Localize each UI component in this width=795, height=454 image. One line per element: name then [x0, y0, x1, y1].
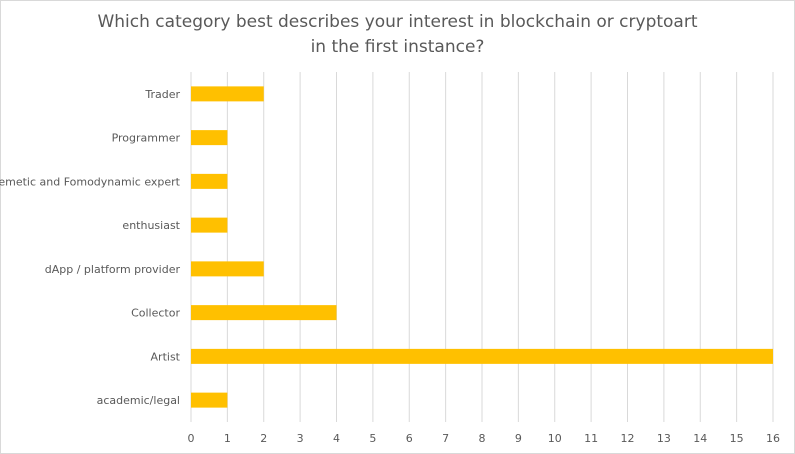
x-tick-label-4: 4 — [333, 432, 340, 445]
bar-0 — [191, 86, 264, 102]
category-label-0: Trader — [144, 88, 180, 101]
bar-5 — [191, 305, 337, 321]
bar-3 — [191, 217, 228, 233]
x-tick-label-8: 8 — [479, 432, 486, 445]
x-tick-label-15: 15 — [730, 432, 744, 445]
x-tick-label-1: 1 — [224, 432, 231, 445]
bar-2 — [191, 173, 228, 189]
x-tick-label-13: 13 — [657, 432, 671, 445]
x-tick-label-6: 6 — [406, 432, 413, 445]
category-label-6: Artist — [151, 350, 181, 363]
chart-title-line-2: in the first instance? — [310, 37, 485, 57]
x-tick-label-7: 7 — [442, 432, 449, 445]
x-tick-label-16: 16 — [766, 432, 780, 445]
category-labels: Trader Programmer Memetic and Fomodynamic … — [0, 88, 181, 407]
x-tick-labels: 0 1 2 3 4 5 6 7 8 9 10 11 12 13 14 15 16 — [188, 432, 781, 445]
category-label-5: Collector — [131, 307, 180, 320]
bar-6 — [191, 348, 773, 364]
x-tick-label-0: 0 — [188, 432, 195, 445]
bar-1 — [191, 130, 228, 146]
x-tick-label-5: 5 — [369, 432, 376, 445]
chart-title-line-1: Which category best describes your inter… — [97, 12, 698, 32]
x-tick-label-9: 9 — [515, 432, 522, 445]
category-label-7: academic/legal — [97, 394, 180, 407]
x-tick-label-10: 10 — [548, 432, 562, 445]
bar-7 — [191, 392, 228, 408]
chart-title: Which category best describes your inter… — [0, 10, 795, 60]
category-label-2: Memetic and Fomodynamic expert — [0, 175, 181, 188]
x-tick-label-11: 11 — [584, 432, 598, 445]
bars — [191, 86, 773, 408]
category-label-1: Programmer — [112, 132, 181, 145]
category-label-3: enthusiast — [122, 219, 180, 232]
category-label-4: dApp / platform provider — [45, 263, 181, 276]
x-tick-label-12: 12 — [621, 432, 635, 445]
grid-lines — [190, 72, 774, 422]
x-tick-label-14: 14 — [693, 432, 707, 445]
bar-4 — [191, 261, 264, 277]
x-tick-label-3: 3 — [297, 432, 304, 445]
x-tick-label-2: 2 — [260, 432, 267, 445]
